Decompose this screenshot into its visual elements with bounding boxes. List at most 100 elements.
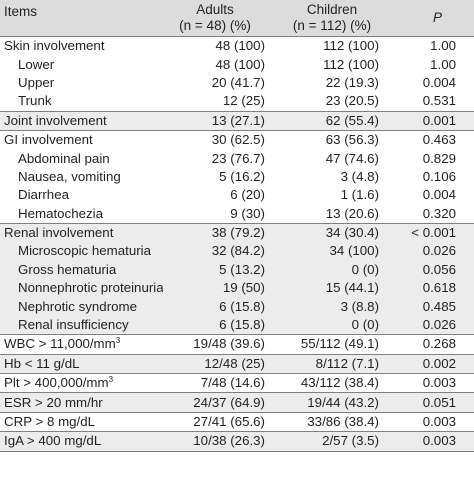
table-row: WBC > 11,000/mm3 19/48 (39.6) 55/112 (49.1… (0, 334, 474, 355)
table-row: CRP > 8 mg/dL 27/41 (65.6) 33/86 (38.4) 0.0… (0, 411, 474, 432)
cell-p-value: < 0.001 (397, 222, 474, 243)
row-label-text: ESR > 20 mm/hr (4, 394, 103, 410)
cell-adults: 12/48 (25) (163, 353, 267, 374)
cell-children: 3 (4.8) (340, 168, 379, 184)
cell-p-value: 1.00 (430, 56, 456, 72)
cell-adults: 12 (25) (222, 93, 265, 109)
cell-p-value: 1.00 (397, 36, 474, 56)
row-label-superscript: 3 (108, 375, 114, 385)
cell-adults: 5 (13.2) (163, 260, 267, 280)
cell-children: 2/57 (3.5) (267, 431, 397, 452)
cell-p-value: 0.003 (397, 373, 474, 393)
row-label: Gross hematuria (0, 260, 163, 280)
cell-p-value: 0.026 (397, 242, 474, 261)
row-label: CRP > 8 mg/dL (0, 411, 163, 432)
table-row: IgA > 400 mg/dL 10/38 (26.3) 2/57 (3.5) 0.0… (0, 431, 474, 452)
cell-adults: 7/48 (14.6) (163, 373, 267, 393)
header-row: Items Adults (n = 48) (%) Children (n = … (0, 0, 474, 37)
cell-p-value: 0.003 (397, 411, 474, 432)
row-label: Renal involvement (0, 222, 163, 243)
header-adults-title: Adults (196, 2, 234, 17)
header-items: Items (0, 0, 163, 37)
cell-p-value: 0.829 (422, 150, 456, 166)
header-children-n: (n = 112) (%) (292, 18, 372, 33)
table-row: Upper 20 (41.7) 22 (19.3) 0.004 (0, 74, 474, 92)
cell-children: 23 (20.5) (325, 93, 379, 109)
cell-adults: 6 (20) (230, 187, 265, 203)
cell-p-value: 0.003 (397, 431, 474, 452)
cell-adults: 19 (50) (163, 279, 267, 298)
cell-children: 22 (19.3) (325, 74, 379, 90)
cell-p-value: 0.320 (422, 205, 456, 221)
row-label-text: Plt > 400,000/mm (4, 375, 109, 391)
cell-p-value: 0.002 (397, 353, 474, 374)
row-label: Nephrotic syndrome (0, 297, 163, 316)
cell-children: 8/112 (7.1) (267, 353, 397, 374)
row-label: Skin involvement (0, 36, 163, 56)
cell-p-value: 0.463 (397, 129, 474, 150)
cell-children: 43/112 (38.4) (267, 373, 397, 393)
table-row: Nephrotic syndrome 6 (15.8) 3 (8.8) 0.485 (0, 297, 474, 316)
cell-p-value: 0.026 (397, 315, 474, 335)
row-label-text: Renal involvement (4, 225, 114, 241)
header-adults: Adults (n = 48) (%) (163, 0, 267, 37)
table-row: Renal involvement 38 (79.2) 34 (30.4) < 0.0… (0, 222, 474, 243)
cell-children: 33/86 (38.4) (267, 411, 397, 432)
table-row: Skin involvement 48 (100) 112 (100) 1.00 (0, 36, 474, 56)
row-label-text: Skin involvement (4, 38, 105, 54)
cell-adults: 48 (100) (215, 56, 265, 72)
row-label-text: Diarrhea (18, 187, 69, 203)
cell-adults: 23 (76.7) (211, 150, 265, 166)
cell-p-value: 0.001 (397, 110, 474, 131)
row-label: Hematochezia (0, 205, 163, 224)
cell-children: 0 (0) (267, 315, 397, 335)
header-children: Children (n = 112) (%) (267, 0, 397, 37)
row-label-text: Nausea, vomiting (18, 168, 121, 184)
cell-p-value: 0.531 (422, 93, 456, 109)
row-label: Joint involvement (0, 110, 163, 131)
cell-adults: 30 (62.5) (163, 129, 267, 150)
row-label: Upper (0, 74, 163, 92)
table-row: GI involvement 30 (62.5) 63 (56.3) 0.463 (0, 129, 474, 150)
header-children-title: Children (306, 2, 358, 17)
table-row: Plt > 400,000/mm3 7/48 (14.6) 43/112 (38.4… (0, 373, 474, 393)
row-label: WBC > 11,000/mm3 (0, 334, 163, 355)
row-label-text: Upper (18, 74, 55, 90)
table-body: Skin involvement 48 (100) 112 (100) 1.00 Low… (0, 36, 474, 452)
row-label-text: CRP > 8 mg/dL (4, 414, 96, 429)
row-label-text: Nonnephrotic proteinuria (18, 280, 163, 296)
cell-children: 34 (100) (267, 242, 397, 261)
cell-children: 47 (74.6) (325, 150, 379, 166)
row-label: Nausea, vomiting (0, 168, 163, 186)
cell-children: 15 (44.1) (267, 279, 397, 298)
cell-adults: 5 (16.2) (219, 168, 265, 184)
cell-p-value: 0.485 (397, 297, 474, 316)
cell-children: 3 (8.8) (267, 297, 397, 316)
cell-p-value: 0.106 (422, 168, 456, 184)
table-row: Renal insufficiency 6 (15.8) 0 (0) 0.026 (0, 315, 474, 335)
row-label-text: GI involvement (4, 132, 93, 148)
row-label-text: Abdominal pain (18, 150, 110, 166)
header-p-value: P (397, 0, 474, 37)
cell-adults: 32 (84.2) (163, 242, 267, 261)
row-label-text: Lower (18, 56, 55, 72)
row-label: Renal insufficiency (0, 315, 163, 335)
row-label-text: Microscopic hematuria (18, 243, 152, 259)
table-row: Abdominal pain 23 (76.7) 47 (74.6) 0.829 (0, 149, 474, 167)
cell-p-value: 0.056 (397, 260, 474, 280)
cell-children: 112 (100) (323, 56, 379, 72)
table-row: Trunk 12 (25) 23 (20.5) 0.531 (0, 92, 474, 111)
cell-p-value: 0.004 (422, 187, 456, 203)
row-label: Microscopic hematuria (0, 242, 163, 261)
table-row: Hematochezia 9 (30) 13 (20.6) 0.320 (0, 205, 474, 224)
row-label: Plt > 400,000/mm3 (0, 373, 163, 393)
row-label: Lower (0, 55, 163, 73)
row-label: Trunk (0, 92, 163, 111)
header-adults-n: (n = 48) (%) (179, 18, 251, 33)
cell-adults: 20 (41.7) (211, 74, 265, 90)
row-label: Diarrhea (0, 186, 163, 204)
table-row: Microscopic hematuria 32 (84.2) 34 (100) 0.… (0, 242, 474, 261)
row-label-text: Hb < 11 g/dL (4, 355, 80, 371)
cell-children: 19/44 (43.2) (267, 392, 397, 413)
table-row: ESR > 20 mm/hr 24/37 (64.9) 19/44 (43.2) 0.… (0, 392, 474, 413)
